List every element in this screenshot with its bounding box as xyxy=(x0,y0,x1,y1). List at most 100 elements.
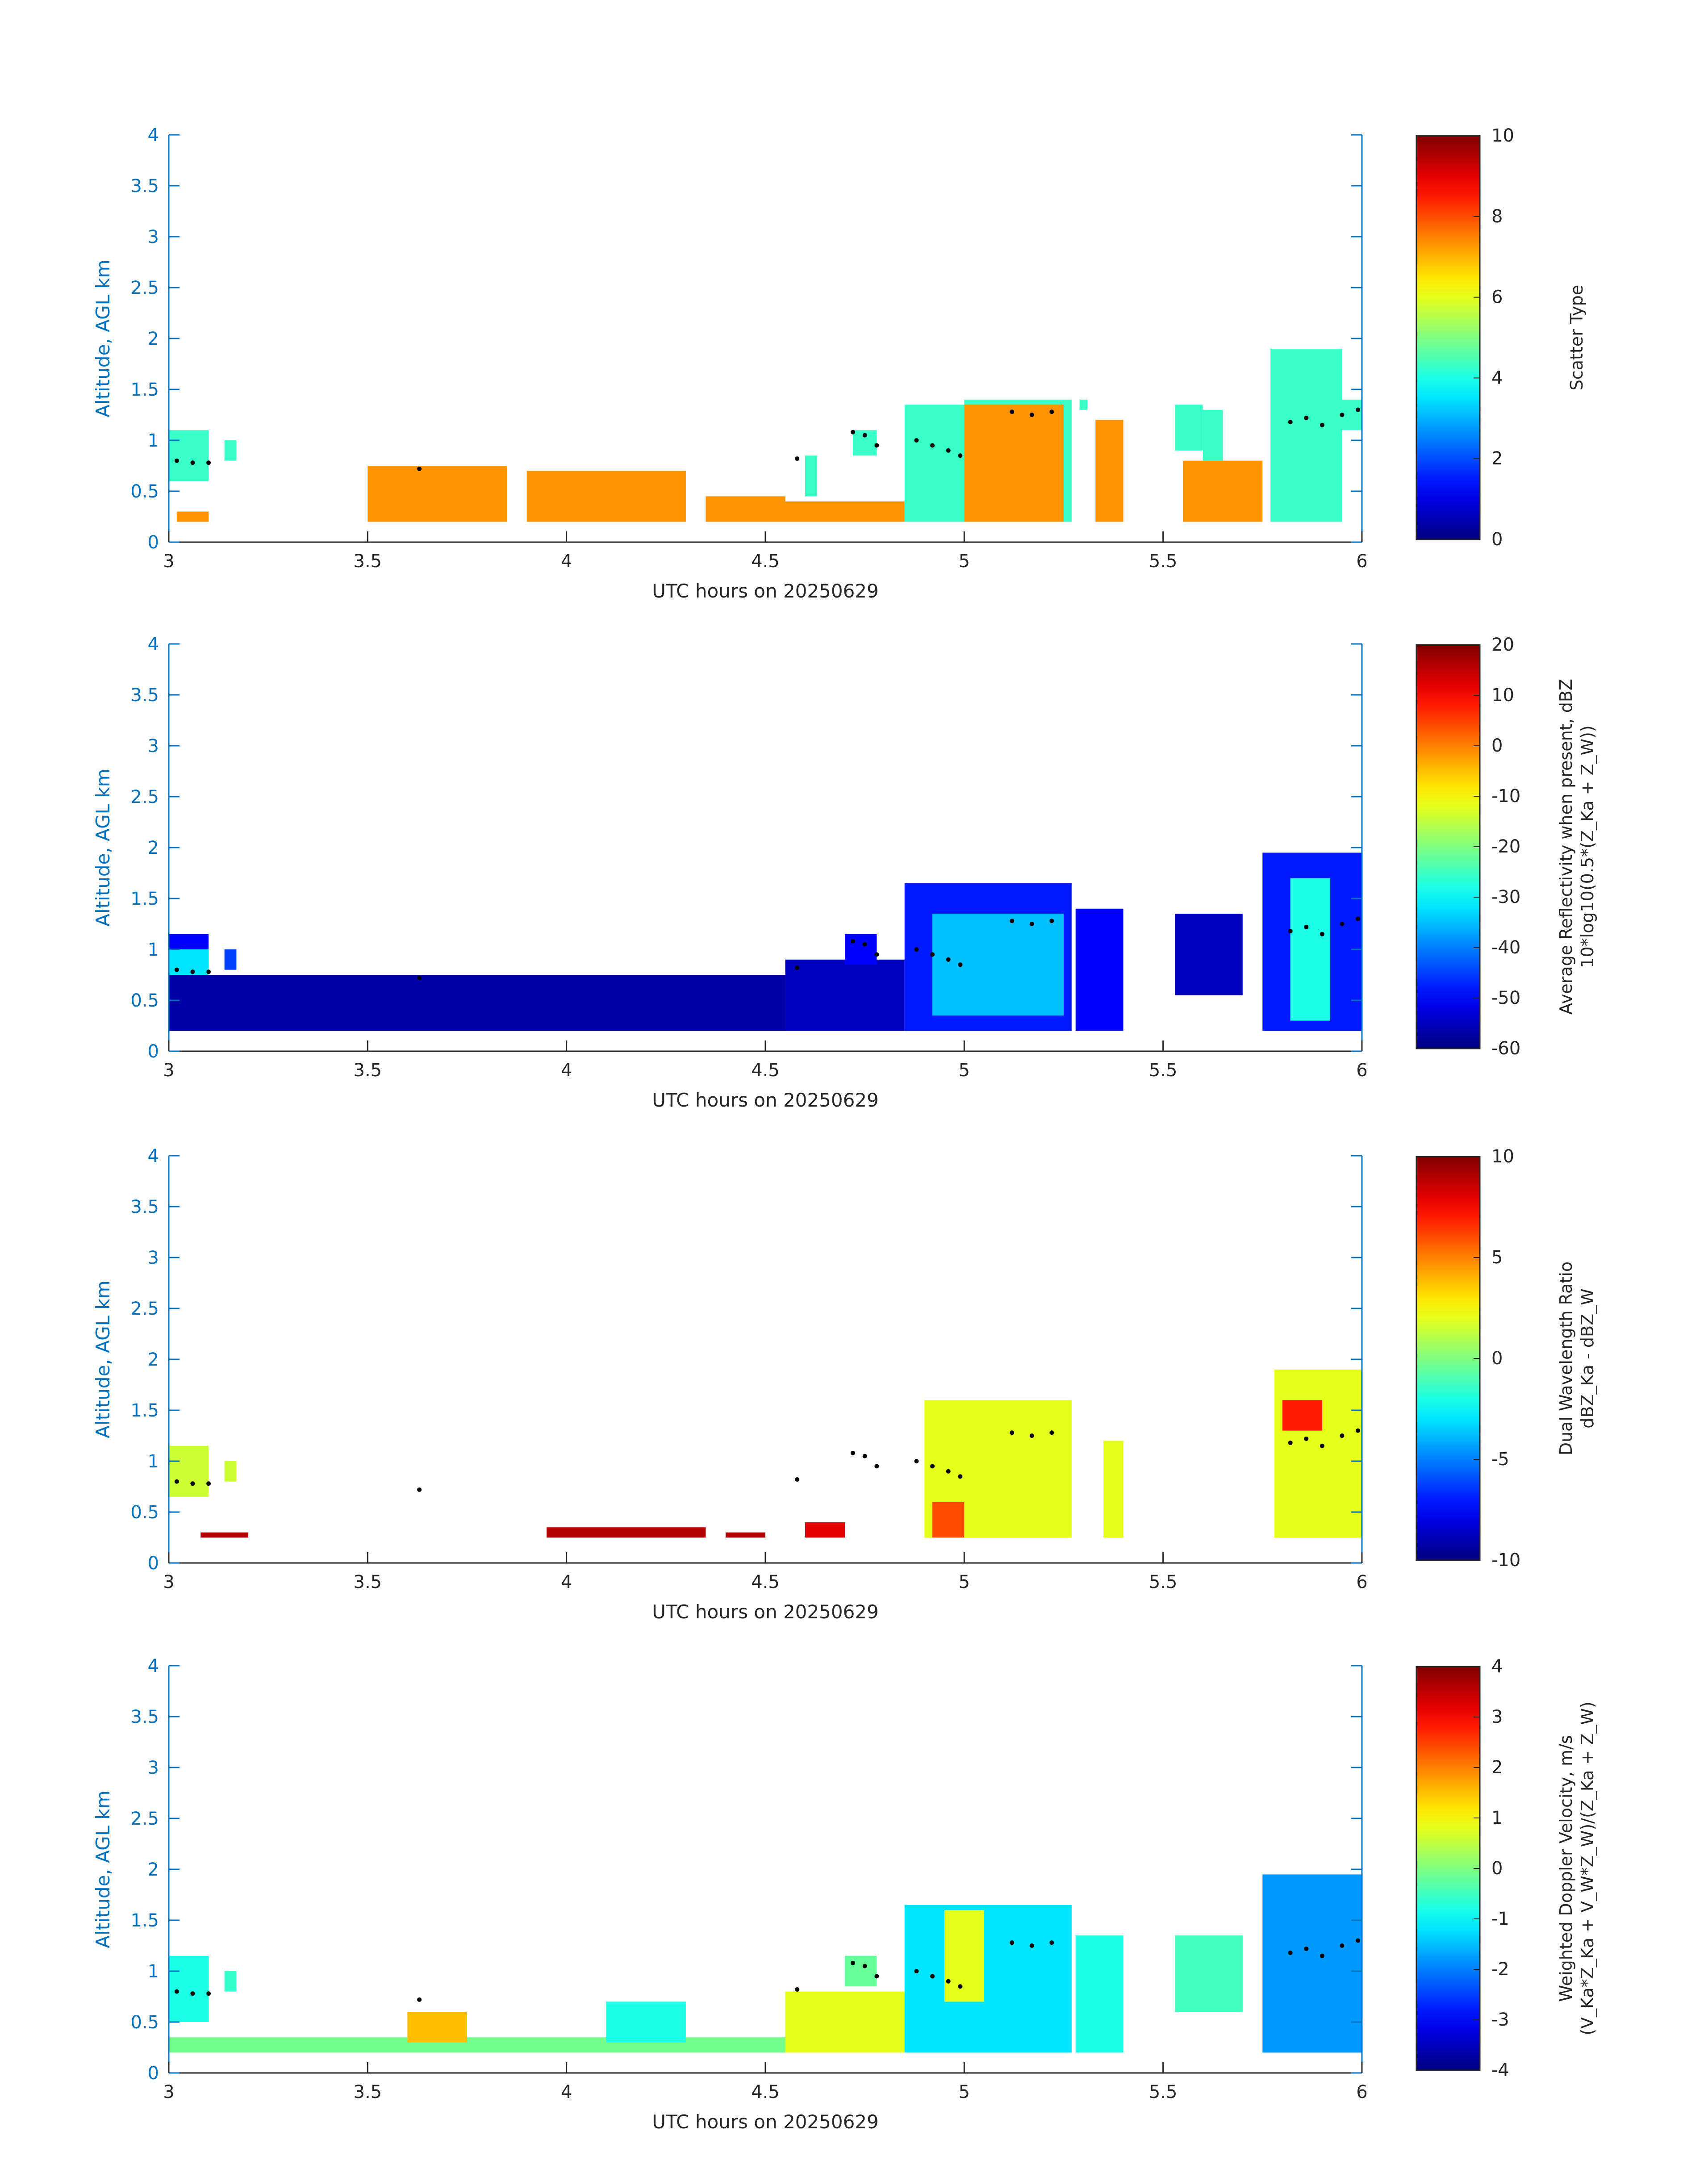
x-tick-label: 3 xyxy=(163,2082,174,2102)
y-tick-label: 2.5 xyxy=(130,1809,159,1829)
colorbar-tick-label: 0 xyxy=(1491,1348,1503,1369)
melting-layer-dot xyxy=(1049,919,1054,923)
x-axis-label: UTC hours on 20250629 xyxy=(652,1601,879,1623)
colorbar-label: (V_Ka*Z_Ka + V_W*Z_W)/(Z_Ka + Z_W) xyxy=(1578,1701,1597,2035)
melting-layer-dot xyxy=(874,1974,879,1979)
melting-layer-dot xyxy=(417,1997,422,2002)
panel-1: 0 0.5 1 1.5 2 2.5 3 3.5 4 3 3.5 4 4.5 5 5.5 6 UTC hours … xyxy=(92,125,1587,602)
melting-layer-dot xyxy=(850,430,855,435)
y-tick-label: 1 xyxy=(148,1961,159,1982)
melting-layer-dot xyxy=(862,1454,867,1458)
y-tick-label: 3 xyxy=(148,227,159,247)
y-axis-label: Altitude, AGL km xyxy=(92,769,114,926)
panel-4: 0 0.5 1 1.5 2 2.5 3 3.5 4 3 3.5 4 4.5 5 5.5 6 UTC hours … xyxy=(92,1656,1597,2133)
data-cell xyxy=(169,1956,209,2022)
y-tick-label: 0.5 xyxy=(130,481,159,502)
melting-layer-dot xyxy=(862,1964,867,1968)
data-cell xyxy=(805,455,817,497)
melting-layer-dot xyxy=(862,433,867,438)
data-cell xyxy=(932,1502,965,1538)
melting-layer-dot xyxy=(1304,1946,1309,1951)
melting-layer-dot xyxy=(850,1450,855,1455)
x-tick-label: 5 xyxy=(959,1572,970,1592)
x-tick-label: 4 xyxy=(561,1060,572,1081)
y-tick-label: 3.5 xyxy=(130,176,159,196)
melting-layer-dot xyxy=(206,1481,211,1486)
y-tick-label: 2.5 xyxy=(130,278,159,298)
melting-layer-dot xyxy=(174,1479,179,1484)
colorbar-tick-label: -10 xyxy=(1491,786,1520,806)
melting-layer-dot xyxy=(958,1474,963,1479)
melting-layer-dot xyxy=(795,456,800,461)
y-tick-label: 3.5 xyxy=(130,685,159,706)
melting-layer-dot xyxy=(958,962,963,967)
data-cell xyxy=(845,934,877,965)
colorbar-tick-label: 8 xyxy=(1491,206,1503,227)
data-cell xyxy=(1079,399,1088,410)
melting-layer-dot xyxy=(1340,1433,1345,1438)
data-cell xyxy=(1262,1874,1362,2053)
y-tick-label: 0 xyxy=(148,532,159,553)
y-tick-label: 1 xyxy=(148,1451,159,1472)
data-cell xyxy=(1282,1400,1322,1431)
y-tick-label: 3 xyxy=(148,1758,159,1778)
y-tick-label: 2.5 xyxy=(130,1299,159,1319)
data-cell xyxy=(1274,1369,1362,1538)
melting-layer-dot xyxy=(946,448,951,453)
y-tick-label: 4 xyxy=(148,634,159,655)
colorbar-tick-label: 6 xyxy=(1491,287,1503,308)
colorbar-tick-label: -1 xyxy=(1491,1909,1509,1929)
data-cell xyxy=(224,1971,237,1992)
y-tick-label: 3 xyxy=(148,736,159,756)
data-cell xyxy=(224,949,237,970)
data-cell xyxy=(1290,878,1330,1021)
y-tick-label: 1.5 xyxy=(130,380,159,400)
melting-layer-dot xyxy=(930,952,935,957)
data-cell xyxy=(904,405,965,522)
melting-layer-dot xyxy=(958,453,963,458)
data-cell xyxy=(1270,348,1342,522)
melting-layer-dot xyxy=(1304,415,1309,420)
data-cell xyxy=(725,1532,765,1538)
data-cell xyxy=(904,1905,1072,2053)
data-cell xyxy=(932,914,1064,1016)
colorbar-tick-label: -4 xyxy=(1491,2060,1509,2081)
melting-layer-dot xyxy=(1320,932,1324,936)
x-tick-label: 5.5 xyxy=(1149,551,1178,572)
melting-layer-dot xyxy=(190,1481,195,1486)
colorbar-tick-label: 10 xyxy=(1491,1146,1514,1167)
data-cell xyxy=(169,2037,785,2053)
x-tick-label: 5.5 xyxy=(1149,2082,1178,2102)
x-tick-label: 6 xyxy=(1356,551,1367,572)
x-tick-label: 5 xyxy=(959,551,970,572)
y-tick-label: 1 xyxy=(148,430,159,451)
colorbar-tick-label: 10 xyxy=(1491,125,1514,146)
melting-layer-dot xyxy=(1340,922,1345,926)
x-tick-label: 5 xyxy=(959,2082,970,2102)
melting-layer-dot xyxy=(795,1987,800,1992)
y-tick-label: 0.5 xyxy=(130,990,159,1011)
data-cell xyxy=(1103,1441,1123,1538)
melting-layer-dot xyxy=(1356,916,1361,921)
colorbar-tick-label: -3 xyxy=(1491,2010,1509,2030)
melting-layer-dot xyxy=(1304,1436,1309,1441)
data-cell xyxy=(367,466,507,522)
x-tick-label: 4 xyxy=(561,1572,572,1592)
melting-layer-dot xyxy=(1304,924,1309,929)
y-tick-label: 2 xyxy=(148,1859,159,1880)
data-cell xyxy=(176,511,209,522)
y-tick-label: 2 xyxy=(148,838,159,858)
y-tick-label: 1.5 xyxy=(130,1910,159,1931)
x-tick-label: 3.5 xyxy=(354,551,382,572)
data-cell xyxy=(1075,908,1123,1031)
y-tick-label: 3.5 xyxy=(130,1197,159,1217)
melting-layer-dot xyxy=(946,957,951,962)
melting-layer-dot xyxy=(417,975,422,980)
x-tick-label: 3 xyxy=(163,1060,174,1081)
x-tick-label: 5.5 xyxy=(1149,1060,1178,1081)
colorbar-tick-label: 0 xyxy=(1491,1858,1503,1879)
x-tick-label: 4 xyxy=(561,551,572,572)
data-cell xyxy=(547,1527,706,1538)
melting-layer-dot xyxy=(1340,1943,1345,1948)
melting-layer-dot xyxy=(874,443,879,448)
